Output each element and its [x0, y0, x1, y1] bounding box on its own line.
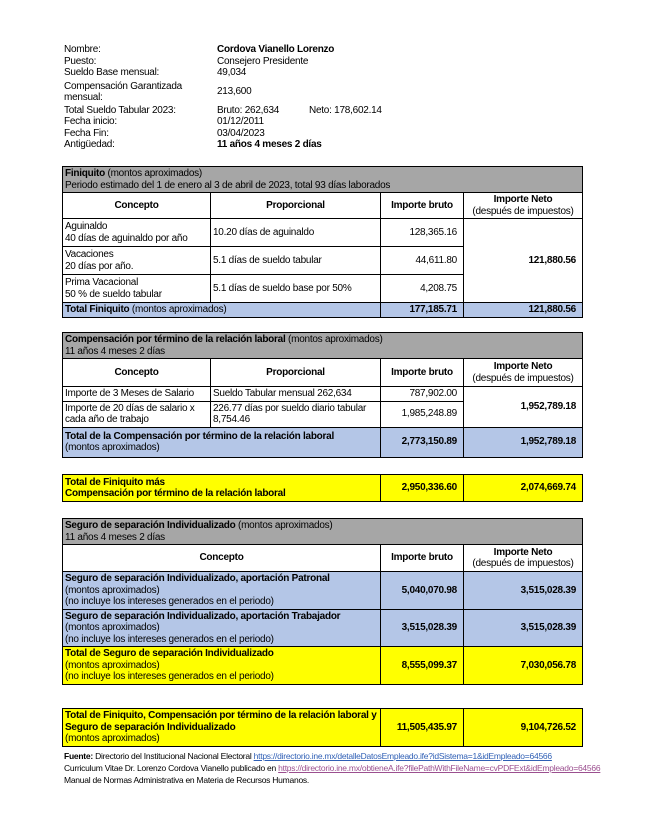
footer-note: Manual de Normas Administrativa en Mater…	[64, 775, 310, 785]
finiquito-plus-compensacion-total: Total de Finiquito más Compensación por t…	[62, 474, 583, 502]
period: Periodo estimado del 1 de enero al 3 de …	[65, 179, 391, 191]
col-header: Importe bruto	[380, 192, 464, 219]
col-header: Importe bruto	[380, 358, 464, 387]
col-header: Proporcional	[210, 358, 381, 387]
col-header: Importe Neto (después de impuestos)	[462, 358, 584, 387]
footer-sources: Fuente: Directorio del Institucional Nac…	[64, 751, 601, 785]
total-row: Total Finiquito (montos aproximados) 177,…	[62, 302, 583, 318]
section-title: Seguro de separación Individualizado	[65, 520, 236, 531]
label: Puesto:	[64, 55, 97, 67]
start-date: 01/12/2011	[217, 116, 264, 127]
grand-total: Total de Finiquito, Compensación por tér…	[62, 708, 583, 747]
seniority: 11 años 4 meses 2 días	[217, 139, 322, 150]
source-link-1[interactable]: https://directorio.ine.mx/detalleDatosEm…	[253, 751, 553, 761]
total-row: Total de la Compensación por término de …	[62, 426, 584, 458]
finiquito-table: Finiquito (montos aproximados) Periodo es…	[62, 166, 583, 318]
label: Compensación Garantizada mensual:	[64, 80, 182, 103]
end-date: 03/04/2023	[217, 127, 265, 139]
col-header: Importe Neto (después de impuestos)	[463, 192, 583, 219]
gross: Bruto: 262,634	[217, 104, 280, 116]
base-salary: 49,034	[217, 67, 247, 78]
table-row: Vacaciones 20 días por año. 5.1 días de su…	[62, 246, 583, 275]
employee-info: Nombre: Cordova Vianello Lorenzo Puesto: C…	[64, 44, 584, 151]
label: Sueldo Base mensual:	[64, 67, 160, 78]
source-link-2[interactable]: https://directorio.ine.mx/obtieneA.ife?f…	[278, 763, 601, 773]
col-header: Proporcional	[210, 192, 381, 219]
label: Total Sueldo Tabular 2023:	[64, 104, 176, 116]
label: Fecha inicio:	[64, 116, 117, 127]
table-row: Prima Vacacional 50 % de sueldo tabular 5.…	[62, 274, 583, 303]
label: Nombre:	[64, 44, 101, 55]
col-header: Importe bruto	[380, 544, 464, 572]
label: Fecha Fin:	[64, 127, 109, 139]
table-row: Importe de 3 Meses de Salario Sueldo Tabu…	[62, 386, 584, 428]
employee-name: Cordova Vianello Lorenzo	[217, 44, 335, 55]
position: Consejero Presidente	[217, 55, 309, 67]
seguro-table: Seguro de separación Individualizado (mo…	[61, 518, 584, 685]
table-row: Seguro de separación Individualizado, ap…	[62, 571, 584, 610]
table-row: Aguinaldo 40 días de aguinaldo por año 10.…	[62, 218, 583, 303]
col-header: Importe Neto (después de impuestos)	[462, 544, 584, 572]
net: Neto: 178,602.14	[309, 104, 382, 116]
compensacion-table: Compensación por término de la relación …	[61, 332, 584, 458]
label: Antigüedad:	[64, 139, 115, 150]
col-header: Concepto	[62, 544, 381, 572]
note: (montos aproximados)	[104, 168, 202, 179]
table-row: Seguro de separación Individualizado, ap…	[62, 608, 584, 647]
col-header: Concepto	[62, 358, 211, 387]
total-row: Total de Seguro de separación Individual…	[62, 646, 584, 685]
table-row: Importe de 20 días de salario x cada año…	[62, 400, 583, 428]
section-title: Finiquito	[65, 168, 105, 179]
col-header: Concepto	[62, 192, 211, 219]
section-title: Compensación por término de la relación …	[65, 334, 286, 345]
guaranteed-comp: 213,600	[217, 85, 252, 97]
